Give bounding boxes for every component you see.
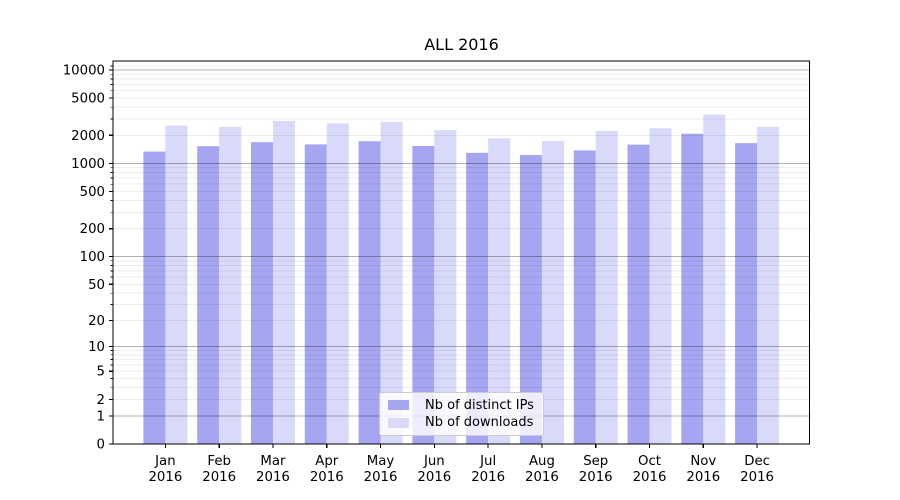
- bar-distinct-ips-apr: [304, 144, 327, 444]
- y-tick-label: 20: [88, 314, 105, 329]
- x-tick-label: Jan 2016: [148, 454, 182, 485]
- x-tick-label: Feb 2016: [202, 454, 236, 485]
- x-tick-label: Aug 2016: [525, 454, 559, 485]
- y-tick-label: 2000: [71, 129, 105, 144]
- x-tick-label: Oct 2016: [633, 454, 667, 485]
- y-tick-label: 10: [88, 340, 105, 355]
- bar-distinct-ips-nov: [681, 133, 704, 444]
- y-tick-label: 50: [88, 278, 105, 293]
- y-tick-label: 1000: [71, 157, 105, 172]
- x-tick-label: Jun 2016: [417, 454, 451, 485]
- bar-downloads-may: [380, 121, 403, 444]
- x-tick-label: Apr 2016: [310, 454, 344, 485]
- x-tick-label: Dec 2016: [740, 454, 774, 485]
- y-tick-label: 5: [97, 365, 105, 380]
- legend-swatch-downloads: [388, 417, 409, 428]
- y-tick-label: 1: [97, 409, 105, 424]
- bar-downloads-apr: [326, 123, 349, 444]
- y-tick-label: 200: [80, 222, 105, 237]
- bar-distinct-ips-sep: [573, 150, 596, 444]
- bar-distinct-ips-oct: [627, 144, 650, 444]
- bar-distinct-ips-dec: [735, 143, 758, 444]
- bar-downloads-jul: [488, 138, 511, 444]
- bar-downloads-aug: [541, 140, 564, 444]
- y-tick-label: 10000: [63, 63, 105, 78]
- bar-downloads-sep: [595, 130, 618, 444]
- y-tick-label: 500: [80, 185, 105, 200]
- bar-downloads-oct: [649, 128, 672, 444]
- chart-title: ALL 2016: [424, 35, 499, 54]
- y-tick-label: 0: [97, 438, 105, 453]
- x-tick-label: Sep 2016: [579, 454, 613, 485]
- bar-downloads-nov: [703, 114, 726, 444]
- legend-swatch-distinct-ips: [388, 400, 409, 411]
- bar-distinct-ips-jan: [143, 151, 166, 445]
- legend-item-downloads: Nb of downloads: [388, 415, 535, 430]
- bar-downloads-jan: [165, 125, 188, 444]
- x-tick-label: Mar 2016: [256, 454, 290, 485]
- legend: Nb of distinct IPs Nb of downloads: [379, 392, 544, 436]
- y-tick-label: 5000: [71, 92, 105, 107]
- x-tick-label: Jul 2016: [471, 454, 505, 485]
- bar-downloads-feb: [219, 126, 242, 444]
- bar-distinct-ips-feb: [197, 146, 220, 444]
- bar-distinct-ips-aug: [519, 155, 542, 445]
- y-tick-label: 100: [80, 250, 105, 265]
- bar-distinct-ips-jul: [466, 152, 489, 445]
- y-tick-label: 2: [97, 393, 105, 408]
- bar-distinct-ips-mar: [250, 142, 273, 444]
- legend-label-distinct-ips: Nb of distinct IPs: [425, 397, 534, 413]
- bar-downloads-mar: [272, 120, 295, 444]
- axes-frame: [112, 60, 811, 445]
- x-tick-label: Nov 2016: [686, 454, 720, 485]
- bar-distinct-ips-jun: [412, 145, 435, 444]
- legend-item-distinct-ips: Nb of distinct IPs: [388, 398, 535, 413]
- legend-label-downloads: Nb of downloads: [425, 415, 534, 431]
- x-tick-label: May 2016: [364, 454, 398, 485]
- bar-distinct-ips-may: [358, 141, 381, 444]
- bar-downloads-dec: [757, 126, 780, 444]
- bar-downloads-jun: [434, 130, 457, 444]
